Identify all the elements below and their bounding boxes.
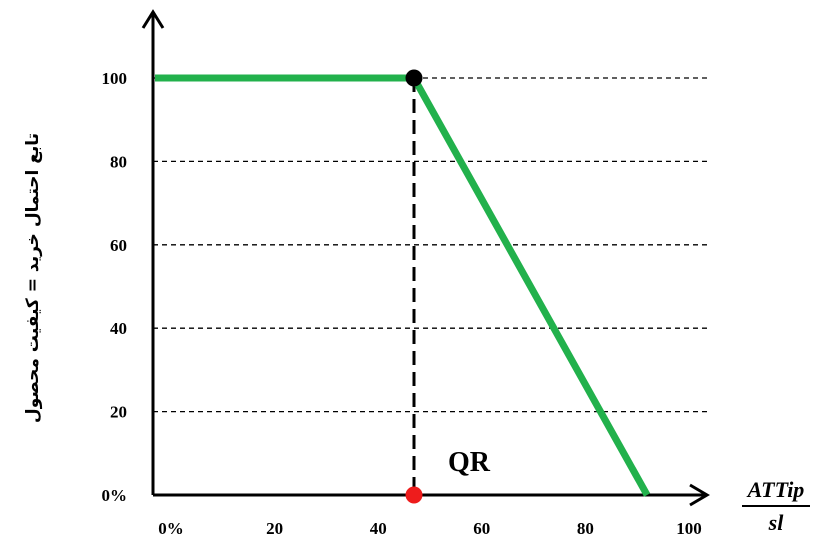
- y-tick-label: 20: [110, 403, 127, 422]
- x-tick-label: 100: [676, 519, 702, 538]
- y-tick-label: 80: [110, 152, 127, 171]
- series-line: [155, 74, 651, 497]
- qr-annotation: QR: [448, 447, 491, 478]
- grid: [153, 77, 708, 413]
- y-axis-arrowhead: [141, 9, 165, 29]
- tick-labels: 0% 20 40 60 80 100 0% 20 40 60 80 100: [102, 69, 702, 538]
- x-axis-label-denominator: sl: [768, 510, 785, 535]
- y-axis-label: تابع احتمال خرید = کیفیت محصول: [23, 133, 43, 423]
- x-tick-label: 40: [370, 519, 387, 538]
- data-point: [405, 69, 423, 87]
- x-tick-label: 0%: [158, 519, 184, 538]
- x-tick-label: 60: [473, 519, 490, 538]
- y-tick-label: 0%: [102, 486, 128, 505]
- y-tick-label: 40: [110, 319, 127, 338]
- marks: [155, 69, 651, 504]
- y-tick-label: 60: [110, 236, 127, 255]
- x-axis-label-numerator: ATTip: [746, 477, 805, 502]
- axes: [141, 9, 710, 507]
- x-tick-label: 20: [266, 519, 283, 538]
- data-point: [405, 486, 423, 504]
- x-axis-fraction-label: ATTip sl: [742, 477, 810, 535]
- x-axis-arrowhead: [689, 483, 710, 507]
- x-tick-label: 80: [577, 519, 594, 538]
- y-tick-label: 100: [102, 69, 128, 88]
